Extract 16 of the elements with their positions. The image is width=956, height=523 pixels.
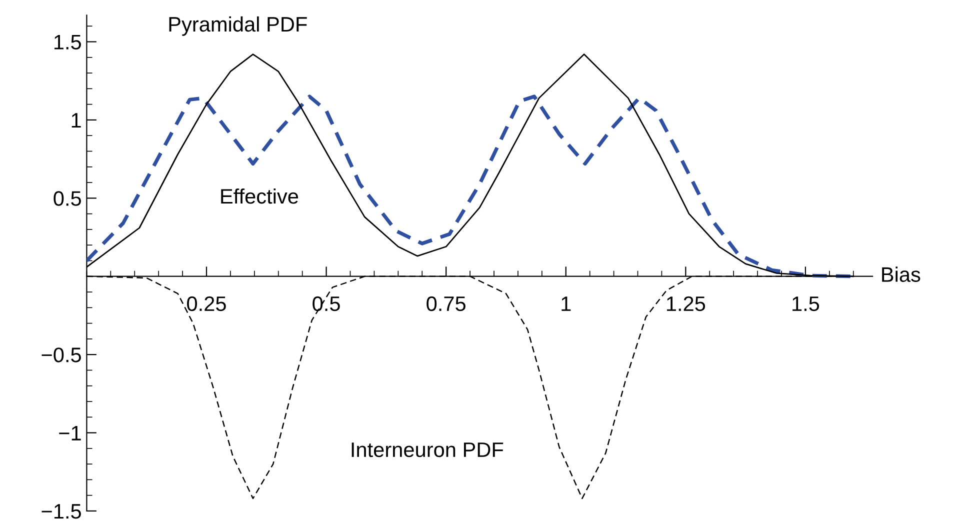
y-tick-label: 1: [72, 113, 81, 128]
y-tick-label: −1: [59, 426, 81, 440]
x-tick-label: 1: [562, 296, 571, 311]
x-tick-label: 0.75: [426, 296, 466, 312]
y-tick-label: −0.5: [42, 348, 81, 362]
x-tick-label: 1.5: [792, 296, 820, 312]
x-tick-label: 0.25: [187, 296, 226, 312]
y-tick-label: 0.5: [54, 191, 81, 206]
x-axis-title: Bias: [882, 266, 920, 282]
series-label: Effective: [221, 188, 298, 204]
text: Interneuron PDF: [352, 442, 504, 458]
x-tick-label: 1.25: [666, 296, 706, 312]
y-tick-label: 1.5: [54, 34, 81, 50]
series-label: Pyramidal PDF: [169, 16, 307, 36]
y-tick-label: −1.5: [42, 504, 81, 519]
x-tick-label: 0.5: [312, 296, 340, 312]
